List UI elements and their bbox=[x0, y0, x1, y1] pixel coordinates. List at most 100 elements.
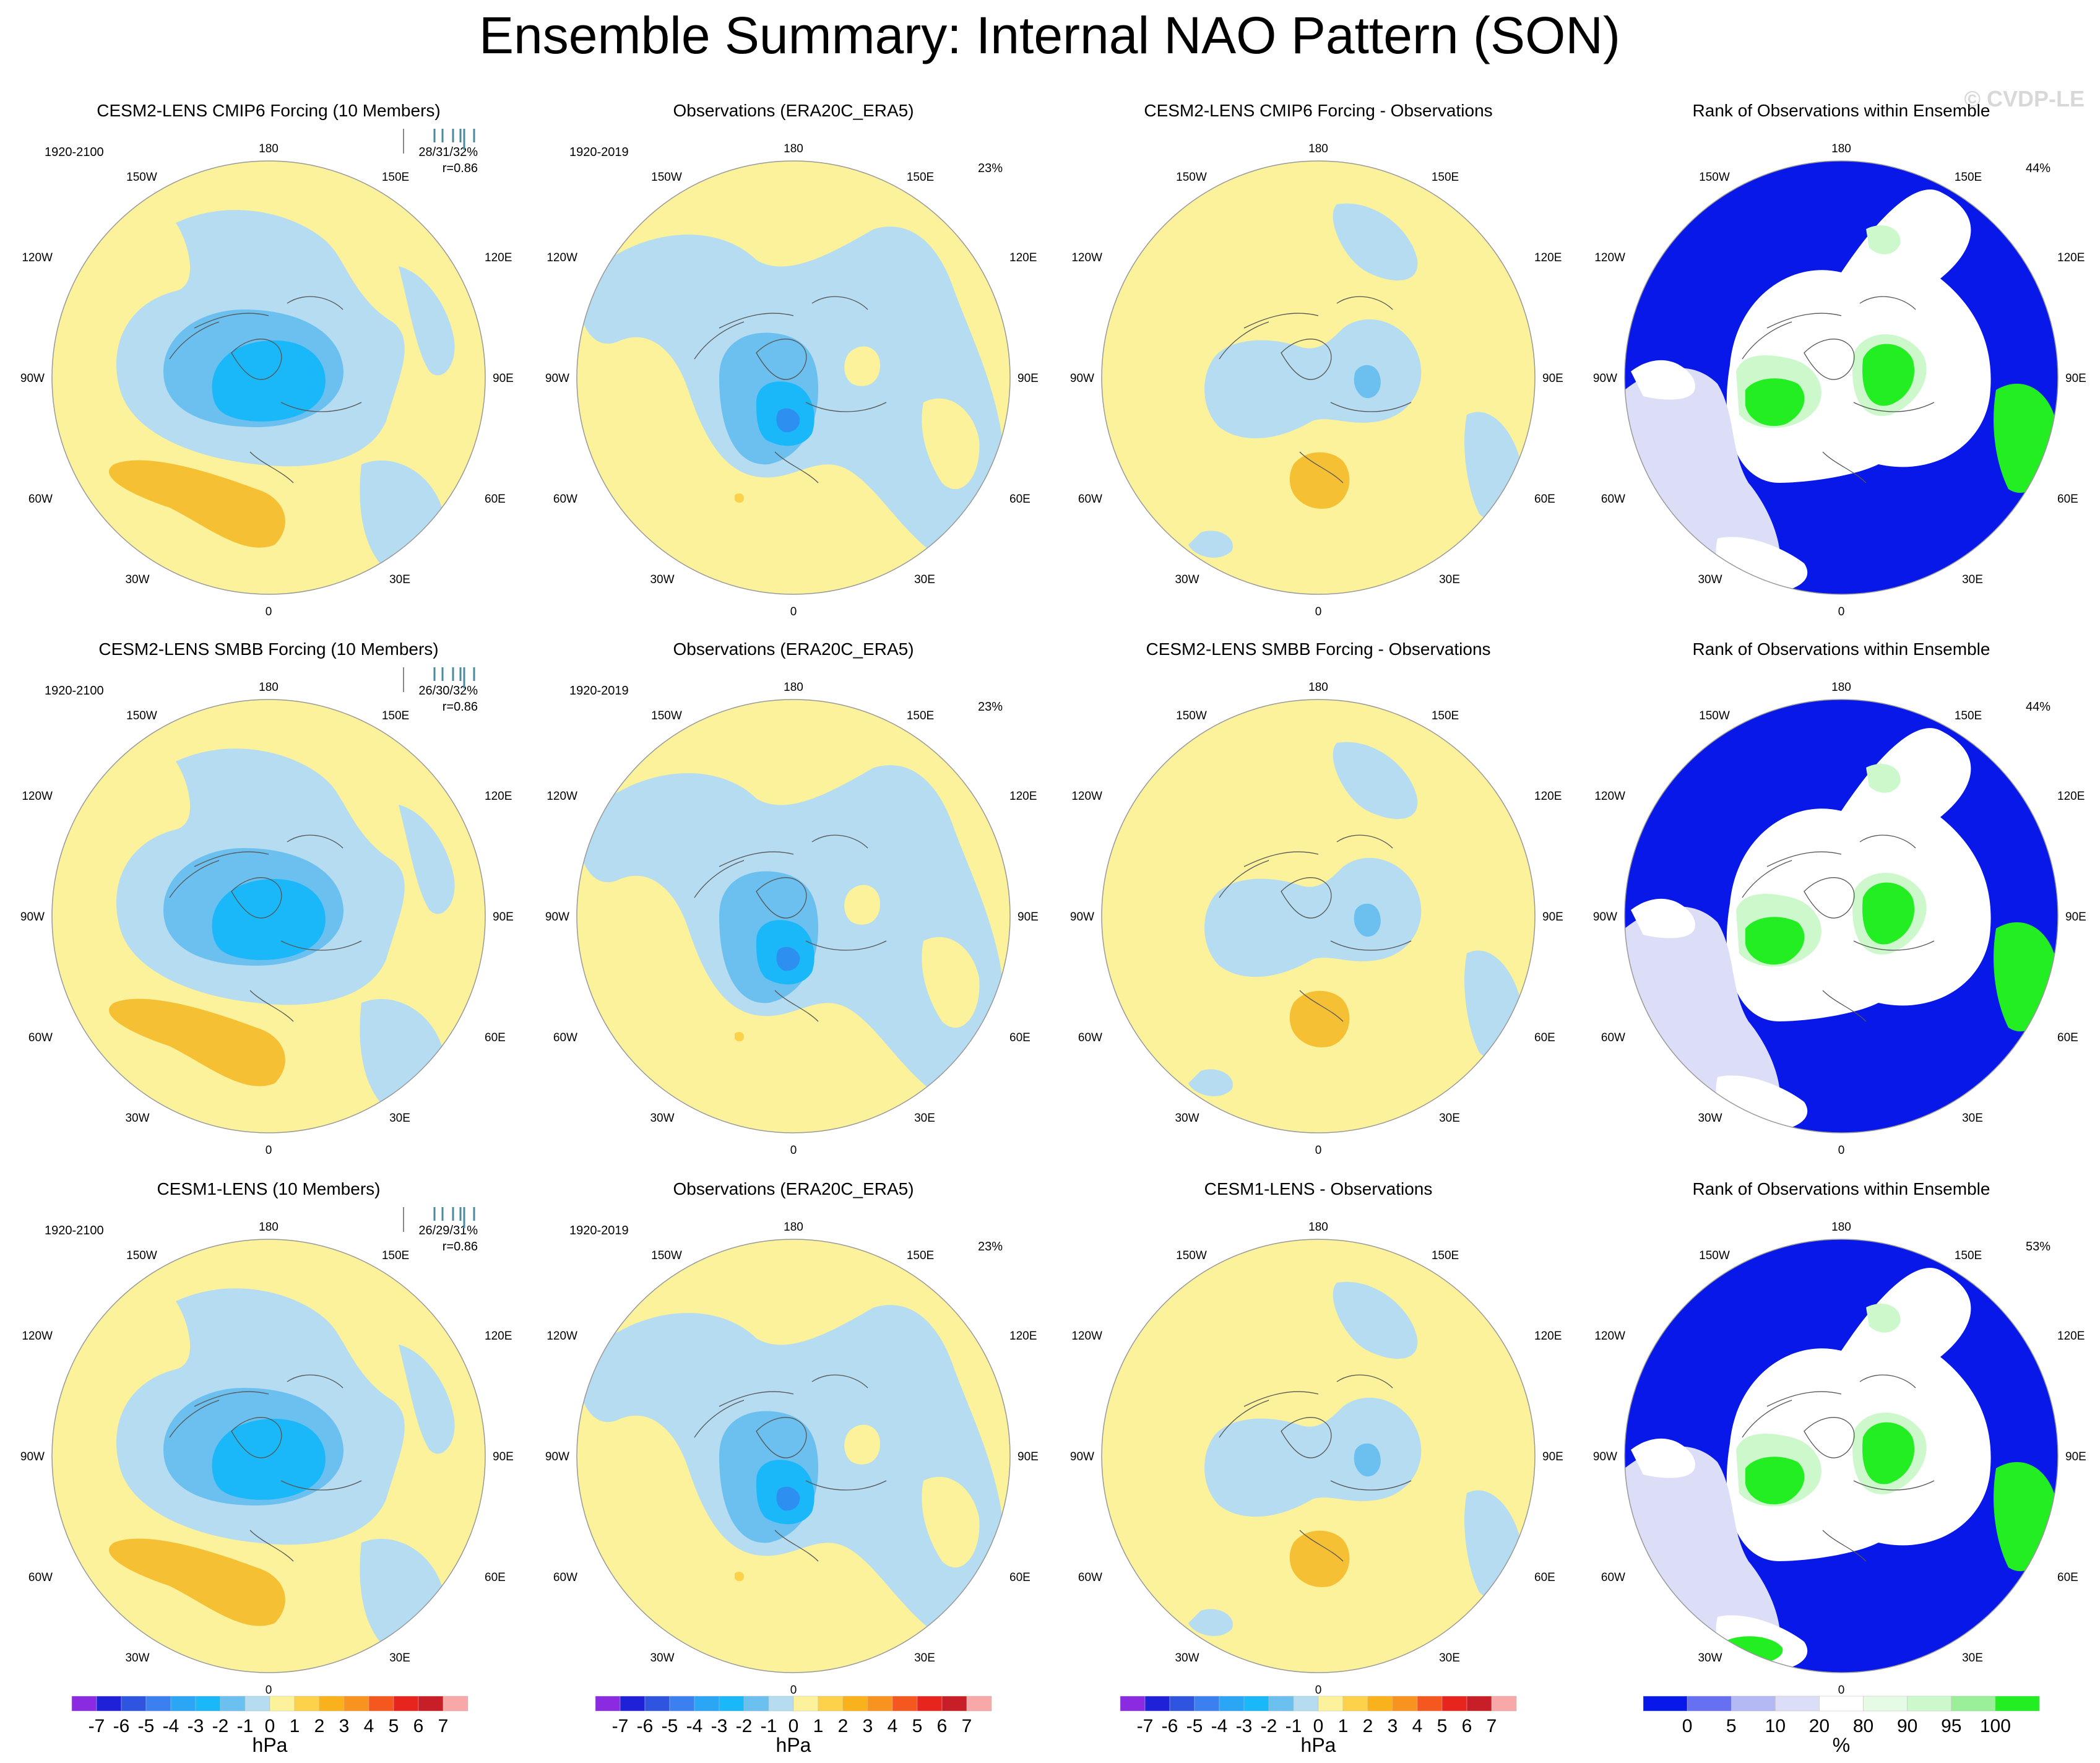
grid-label-lower-left-1: 60W bbox=[28, 1031, 53, 1044]
colorbar-label: 4 bbox=[1412, 1716, 1423, 1736]
grid-label-upper-left-1: 150W bbox=[651, 1249, 682, 1262]
grid-label-upper-right-2: 120E bbox=[1009, 251, 1037, 264]
grid-label-lower-right-1: 60E bbox=[2057, 493, 2078, 506]
grid-label-upper-left-2: 120W bbox=[547, 1330, 577, 1343]
grid-label-lower-left-2: 30W bbox=[125, 573, 149, 586]
colorbar-swatch bbox=[121, 1696, 147, 1712]
grid-label-lower-right-1: 60E bbox=[1009, 1571, 1031, 1584]
grid-label-upper-right-2: 120E bbox=[485, 790, 512, 803]
obs-period: 1920-2019 bbox=[569, 1224, 629, 1237]
colorbar-label: 5 bbox=[1437, 1716, 1448, 1736]
coastline bbox=[811, 834, 868, 849]
grid-label-upper-left-2: 120W bbox=[1071, 1330, 1102, 1343]
obs-pattern-pct: 23% bbox=[978, 700, 1003, 714]
colorbar-label: 80 bbox=[1853, 1716, 1873, 1736]
colorbar-label: -1 bbox=[1285, 1716, 1302, 1736]
colorbar-label: 6 bbox=[937, 1716, 948, 1736]
colorbar-swatch bbox=[620, 1696, 646, 1712]
colorbar-label: -7 bbox=[612, 1716, 629, 1736]
grid-label-upper-left-2: 120W bbox=[22, 790, 53, 803]
field-region bbox=[1866, 764, 1901, 793]
coastline bbox=[1243, 851, 1319, 867]
grid-label-bottom: 0 bbox=[266, 605, 272, 618]
rank-panel-title: Rank of Observations within Ensemble bbox=[1693, 1179, 1990, 1198]
colorbar-swatch bbox=[145, 1696, 171, 1712]
grid-label-lower-left-1: 60W bbox=[28, 493, 53, 506]
map-border bbox=[1101, 699, 1536, 1133]
colorbar-swatch bbox=[195, 1696, 221, 1712]
model-pattern-corr: r=0.86 bbox=[443, 1240, 478, 1254]
coastline bbox=[1853, 940, 1935, 951]
grid-label-lower-right-2: 30E bbox=[1962, 573, 1983, 586]
model-pattern-ticks bbox=[403, 667, 475, 692]
grid-label-left: 90W bbox=[20, 1450, 45, 1463]
coastline bbox=[811, 1374, 868, 1388]
grid-label-top: 180 bbox=[259, 142, 279, 155]
colorbar-swatch bbox=[344, 1696, 369, 1712]
model-pattern-pct: 28/31/32% bbox=[418, 145, 478, 159]
coastline bbox=[774, 1530, 819, 1562]
coastline bbox=[1219, 321, 1269, 360]
coastline bbox=[1281, 1417, 1332, 1458]
grid-label-left: 90W bbox=[545, 372, 569, 385]
grid-label-upper-right-2: 120E bbox=[485, 1330, 512, 1343]
colorbar-swatch bbox=[443, 1696, 469, 1712]
field-region bbox=[399, 1345, 455, 1454]
field-region bbox=[195, 1294, 295, 1335]
coastline bbox=[1766, 313, 1842, 329]
coastline bbox=[811, 296, 868, 310]
colorbar-swatch bbox=[595, 1696, 621, 1712]
colorbar-label: -4 bbox=[163, 1716, 179, 1736]
field-region bbox=[1745, 378, 1805, 427]
colorbar-label: 6 bbox=[413, 1716, 424, 1736]
field-region bbox=[109, 998, 285, 1086]
colorbar-swatch bbox=[768, 1696, 794, 1712]
grid-label-top: 180 bbox=[1831, 1221, 1851, 1234]
grid-label-upper-right-2: 120E bbox=[1534, 251, 1562, 264]
coastline bbox=[1336, 296, 1393, 310]
grid-label-left: 90W bbox=[545, 1450, 569, 1463]
coastline bbox=[231, 877, 282, 919]
model-pattern-pct: 26/29/31% bbox=[418, 1224, 478, 1237]
obs-pattern-pct: 23% bbox=[978, 162, 1003, 175]
grid-label-upper-right-1: 150E bbox=[907, 1249, 934, 1262]
coastline bbox=[1859, 1374, 1916, 1388]
colorbar-label: 20 bbox=[1809, 1716, 1830, 1736]
coastline bbox=[1330, 1480, 1412, 1491]
field-region bbox=[1354, 903, 1381, 937]
grid-label-upper-left-2: 120W bbox=[547, 251, 577, 264]
grid-label-upper-right-2: 120E bbox=[485, 251, 512, 264]
field-region bbox=[399, 805, 455, 914]
colorbar-obs: -7 -6 -5 -4 -3 -2 -1 0 1 2 3 4 5 6 7 hPa bbox=[595, 1696, 992, 1756]
grid-label-left: 90W bbox=[20, 911, 45, 924]
grid-label-lower-right-2: 30E bbox=[914, 573, 935, 586]
colorbar-swatch bbox=[1318, 1696, 1344, 1712]
coastline bbox=[1219, 1400, 1269, 1438]
coastline bbox=[169, 860, 220, 898]
field-region bbox=[1631, 1438, 1695, 1478]
colorbar-label: -7 bbox=[1137, 1716, 1154, 1736]
grid-label-upper-left-1: 150W bbox=[1699, 1249, 1730, 1262]
grid-label-lower-left-1: 60W bbox=[28, 1571, 53, 1584]
field-region bbox=[844, 1424, 880, 1465]
colorbar-label: 0 bbox=[265, 1716, 275, 1736]
field-region bbox=[212, 1419, 326, 1500]
grid-label-upper-right-1: 150E bbox=[1955, 171, 1982, 184]
grid-label-upper-right-2: 120E bbox=[1534, 790, 1562, 803]
map-border bbox=[576, 699, 1011, 1133]
coastline bbox=[774, 990, 819, 1022]
coastline bbox=[756, 1417, 807, 1458]
grid-label-upper-right-1: 150E bbox=[1432, 709, 1459, 722]
coastline bbox=[1859, 296, 1916, 310]
colorbar-label: 7 bbox=[962, 1716, 972, 1736]
field-region bbox=[776, 1486, 800, 1511]
grid-label-upper-right-1: 150E bbox=[1955, 1249, 1982, 1262]
grid-label-upper-left-1: 150W bbox=[1699, 709, 1730, 722]
grid-label-top: 180 bbox=[1308, 681, 1328, 694]
grid-label-lower-left-2: 30W bbox=[1698, 573, 1722, 586]
coastline bbox=[287, 834, 344, 849]
field-region bbox=[735, 493, 744, 503]
grid-label-bottom: 0 bbox=[266, 1144, 272, 1157]
grid-label-top: 180 bbox=[259, 1221, 279, 1234]
grid-label-bottom: 0 bbox=[1838, 605, 1845, 618]
